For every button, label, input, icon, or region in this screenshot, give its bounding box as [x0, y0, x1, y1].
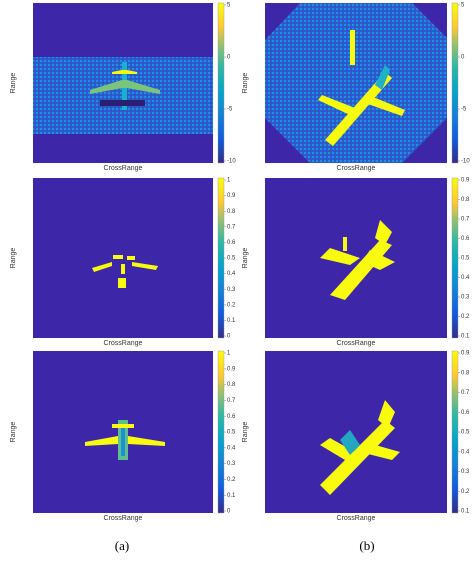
colorbar-tick-label: 0.9: [227, 193, 236, 199]
x-axis-label: CrossRange: [337, 340, 376, 347]
colorbar-tick-label: 0.3: [227, 287, 236, 293]
binary-image: [265, 178, 447, 338]
y-axis-label: Range: [10, 248, 17, 269]
radar-image: [33, 3, 213, 163]
colorbar-tick-label: 0.6: [227, 240, 236, 246]
colorbar-tick-label: 0.5: [227, 430, 236, 436]
colorbar-tick-label: -5: [227, 107, 233, 113]
colorbar-tick-label: 0.7: [461, 217, 470, 223]
colorbar-tick-label: 0.8: [227, 209, 236, 215]
x-axis-label: CrossRange: [337, 515, 376, 522]
y-axis-label: Range: [10, 422, 17, 443]
colorbar-tick-label: 0.6: [461, 236, 470, 242]
caption-label: (b): [359, 538, 374, 553]
colorbar-tick-label: -10: [227, 159, 236, 165]
colorbar-tick-label: 0.1: [227, 318, 236, 324]
colorbar-tick-label: 0.1: [461, 509, 470, 515]
colorbar: [451, 2, 459, 164]
colorbar: [451, 350, 459, 514]
colorbar-tick-label: 0.1: [227, 493, 236, 499]
colorbar-tick-label: 0.4: [461, 275, 470, 281]
colorbar-tick-label: 0.3: [461, 295, 470, 301]
colorbar-tick-label: 0.2: [461, 314, 470, 320]
x-axis-label: CrossRange: [104, 165, 143, 172]
colorbar-tick-label: 0.9: [461, 351, 470, 357]
binary-image: [33, 178, 213, 338]
x-axis-label: CrossRange: [104, 515, 143, 522]
y-axis-label: Range: [10, 73, 17, 94]
colorbar-tick-label: 0.8: [461, 370, 470, 376]
x-axis-label: CrossRange: [337, 165, 376, 172]
y-axis-label: Range: [242, 73, 249, 94]
colorbar: [217, 350, 225, 514]
colorbar-tick-label: 5: [461, 3, 465, 9]
colorbar-tick-label: 0.9: [227, 366, 236, 372]
colorbar: [217, 2, 225, 164]
colorbar-tick-label: 0.5: [227, 256, 236, 262]
colorbar-tick-label: -10: [461, 159, 470, 165]
colorbar-tick-label: 0.8: [461, 197, 470, 203]
y-axis-label: Range: [242, 422, 249, 443]
colorbar-tick-label: 0.4: [227, 271, 236, 277]
colorbar-tick-label: 0.5: [461, 256, 470, 262]
colorbar-tick-label: 0.2: [227, 477, 236, 483]
colorbar-tick-label: -5: [461, 107, 467, 113]
colorbar-tick-label: 5: [227, 3, 231, 9]
x-axis-label: CrossRange: [104, 340, 143, 347]
colorbar-tick-label: 0.7: [227, 224, 236, 230]
colorbar-tick-label: 1: [227, 351, 231, 357]
colorbar-tick-label: 0.4: [461, 449, 470, 455]
colorbar-tick-label: 0.2: [461, 489, 470, 495]
colorbar-tick-label: 0.8: [227, 382, 236, 388]
colorbar-tick-label: 0.7: [461, 390, 470, 396]
colorbar-tick-label: 0.1: [461, 334, 470, 340]
colorbar-tick-label: 0: [227, 55, 231, 61]
radar-image: [265, 3, 447, 163]
colorbar-tick-label: 0.5: [461, 430, 470, 436]
caption-label: (a): [115, 538, 129, 553]
segmentation-image: [33, 351, 213, 513]
colorbar-tick-label: 0: [227, 334, 231, 340]
colorbar: [217, 177, 225, 339]
colorbar-tick-label: 1: [227, 178, 231, 184]
segmentation-image: [265, 351, 447, 513]
colorbar: [451, 177, 459, 339]
y-axis-label: Range: [242, 248, 249, 269]
colorbar-tick-label: 0.9: [461, 178, 470, 184]
colorbar-tick-label: 0.4: [227, 445, 236, 451]
colorbar-tick-label: 0.6: [227, 414, 236, 420]
colorbar-tick-label: 0.6: [461, 410, 470, 416]
colorbar-tick-label: 0.3: [461, 469, 470, 475]
colorbar-tick-label: 0.3: [227, 461, 236, 467]
colorbar-tick-label: 0: [227, 509, 231, 515]
colorbar-tick-label: 0.2: [227, 302, 236, 308]
colorbar-tick-label: 0.7: [227, 398, 236, 404]
colorbar-tick-label: 0: [461, 55, 465, 61]
